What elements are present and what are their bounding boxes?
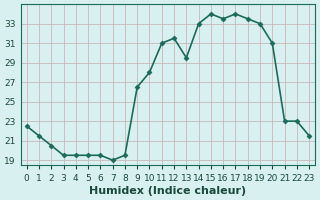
X-axis label: Humidex (Indice chaleur): Humidex (Indice chaleur) bbox=[89, 186, 246, 196]
